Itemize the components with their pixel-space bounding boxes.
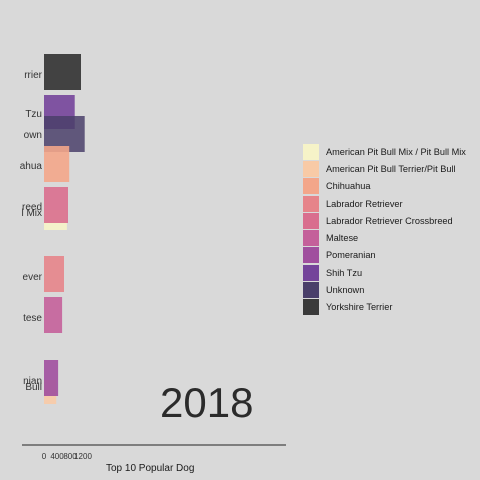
x-tick-label: 0 (42, 452, 47, 461)
y-tick-label: tese (23, 313, 42, 324)
legend-swatch (303, 230, 319, 247)
y-tick-label: nian (23, 376, 42, 387)
y-tick-label: ahua (20, 161, 43, 172)
legend-label: Pomeranian (326, 250, 376, 261)
y-tick-label: Bull (25, 382, 42, 393)
legend-item: Labrador Retriever (303, 195, 478, 212)
legend-item: American Pit Bull Terrier/Pit Bull (303, 160, 478, 177)
y-tick-label: ever (23, 272, 43, 283)
legend-item: Maltese (303, 229, 478, 247)
legend-label: Unknown (326, 285, 365, 296)
bar-labrador-retriever (44, 256, 64, 292)
legend-label: Chihuahua (326, 181, 371, 192)
legend-item: Unknown (303, 281, 478, 299)
legend-swatch (303, 264, 319, 281)
bar-labrador-retriever-crossbreed (44, 187, 68, 223)
year-label: 2018 (160, 379, 254, 426)
legend-item: Yorkshire Terrier (303, 299, 478, 316)
legend-swatch (303, 282, 319, 299)
legend-item: Pomeranian (303, 247, 478, 264)
legend-label: Labrador Retriever Crossbreed (326, 215, 453, 226)
legend-label: Labrador Retriever (326, 198, 403, 209)
legend-item: American Pit Bull Mix / Pit Bull Mix (303, 143, 478, 160)
legend-swatch (303, 160, 319, 177)
legend-swatch (303, 299, 319, 316)
legend: American Pit Bull Mix / Pit Bull Mix Amer… (303, 143, 478, 316)
x-tick-label: 1200 (74, 452, 92, 461)
x-axis-title: Top 10 Popular Dog (106, 463, 195, 474)
legend-swatch (303, 178, 319, 195)
legend-swatch (303, 195, 319, 212)
bars-group (44, 54, 85, 404)
legend-label: American Pit Bull Terrier/Pit Bull (326, 163, 456, 174)
x-tick-label: 400 (50, 452, 64, 461)
legend-item: Labrador Retriever Crossbreed (303, 212, 478, 229)
legend-item: Chihuahua (303, 178, 478, 195)
y-tick-label: Tzu (25, 109, 42, 120)
legend-label: Shih Tzu (326, 267, 363, 278)
legend-swatch (303, 212, 319, 229)
legend-label: Yorkshire Terrier (326, 302, 393, 313)
legend-label: Maltese (326, 233, 359, 244)
bar-yorkshire-terrier (44, 54, 81, 90)
x-tick-label: 800 (63, 452, 77, 461)
bar-chihuahua (44, 146, 70, 182)
y-tick-label: rrier (24, 70, 42, 81)
bar-maltese (44, 297, 63, 333)
legend-swatch (303, 143, 319, 160)
y-tick-label: own (24, 130, 42, 141)
y-tick-label: reed (22, 202, 42, 213)
legend-label: American Pit Bull Mix / Pit Bull Mix (326, 146, 466, 157)
y-tick-label: l Mix (21, 208, 42, 219)
bar-pomeranian (44, 360, 59, 396)
legend-swatch (303, 247, 319, 264)
legend-item: Shih Tzu (303, 264, 478, 281)
